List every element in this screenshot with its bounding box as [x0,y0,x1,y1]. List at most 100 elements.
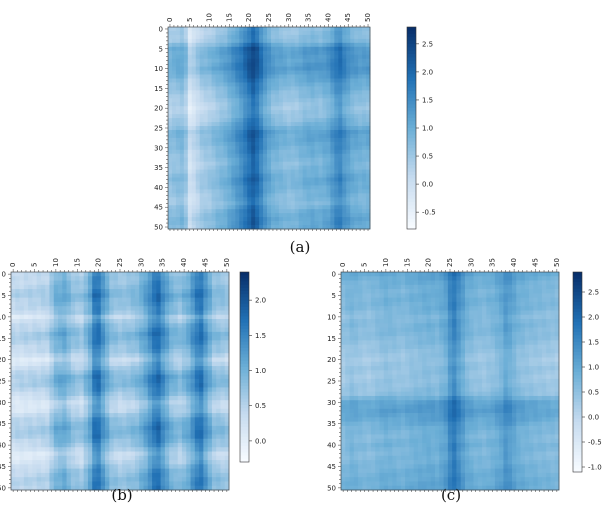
heatmap-cell [334,189,339,194]
heatmap-cell [183,54,189,60]
heatmap-cell [314,46,319,52]
heatmap-cell [58,348,63,354]
heatmap-cell [282,30,288,36]
heatmap-cell [11,327,16,333]
heatmap-cell [330,129,335,135]
heatmap-cell [330,189,335,194]
heatmap-cell [187,27,193,32]
heatmap-cell [314,177,319,182]
heatmap-cell [318,54,323,60]
heatmap-cell [183,42,189,48]
heatmap-cell [156,413,161,418]
heatmap-cell [191,133,197,139]
heatmap-cell [143,336,149,341]
heatmap-cell [224,272,230,277]
heatmap-cell [130,361,136,367]
heatmap-cell [113,395,119,401]
heatmap-cell [15,348,20,354]
heatmap-cell [203,205,209,210]
heatmap-cell [53,344,59,350]
heatmap-cell [330,46,335,52]
heatmap-cell [338,197,343,202]
heatmap-cell [195,46,201,52]
heatmap-cell [168,82,173,87]
heatmap-cell [203,90,209,95]
heatmap-cell [267,74,272,79]
heatmap-cell [181,434,187,440]
heatmap-cell [109,284,114,290]
heatmap-cell [290,98,296,103]
heatmap-cell [169,344,174,350]
heatmap-cell [122,434,127,440]
heatmap-cell [181,438,187,444]
colorbar-tick-label: -0.5 [422,209,436,217]
heatmap-cell [342,110,347,115]
heatmap-cell [49,442,55,448]
heatmap-cell [173,430,179,435]
heatmap-cell [224,425,230,431]
heatmap-cell [199,30,205,36]
heatmap-cell [195,114,201,119]
heatmap-cell [175,74,181,79]
heatmap-cell [79,408,85,414]
heatmap-cell [62,297,67,303]
heatmap-cell [290,110,296,115]
heatmap-cell [23,378,29,384]
heatmap-cell [346,181,351,186]
heatmap-cell [302,78,308,83]
heatmap-cell [358,106,363,111]
heatmap-cell [239,181,244,186]
heatmap-cell [147,442,153,448]
heatmap-cell [92,357,97,363]
heatmap-cell [160,395,166,401]
heatmap-cell [203,366,209,371]
heatmap-cell [354,161,359,167]
heatmap-cell [306,189,311,194]
heatmap-cell [164,387,170,393]
heatmap-cell [231,34,236,40]
heatmap-cell [23,323,29,328]
heatmap-cell [310,102,315,107]
heatmap-cell [259,129,264,135]
heatmap-cell [134,442,140,448]
heatmap-cell [113,434,119,440]
heatmap-cell [36,408,42,414]
heatmap-cell [282,209,288,214]
heatmap-cell [164,336,170,341]
heatmap-cell [211,331,217,337]
heatmap-cell [186,272,191,277]
heatmap-cell [53,425,59,431]
colorbar-segment [407,185,416,190]
heatmap-cell [156,280,161,286]
heatmap-cell [160,336,166,341]
heatmap-cell [350,141,355,147]
heatmap-cell [235,42,240,48]
heatmap-cell [75,438,80,444]
heatmap-cell [113,383,119,388]
heatmap-cell [23,331,29,337]
heatmap-cell [109,413,114,418]
heatmap-cell [203,430,209,435]
heatmap-cell [302,225,308,230]
heatmap-cell [92,413,97,418]
heatmap-cell [92,417,97,422]
heatmap-cell [342,133,347,139]
heatmap-cell [243,98,248,103]
heatmap-cell [19,383,25,388]
heatmap-cell [251,153,256,159]
heatmap-cell [350,221,355,226]
heatmap-cell [231,189,236,194]
heatmap-cell [195,141,201,147]
heatmap-cell [243,46,248,52]
heatmap-cell [109,280,114,286]
heatmap-cell [36,417,42,422]
heatmap-cell [23,434,29,440]
heatmap-cell [100,280,106,286]
heatmap-cell [187,62,193,68]
heatmap-cell [169,413,174,418]
heatmap-cell [96,344,102,350]
heatmap-cell [243,185,248,190]
heatmap-cell [211,181,216,186]
heatmap-cell [23,430,29,435]
heatmap-cell [96,323,102,328]
